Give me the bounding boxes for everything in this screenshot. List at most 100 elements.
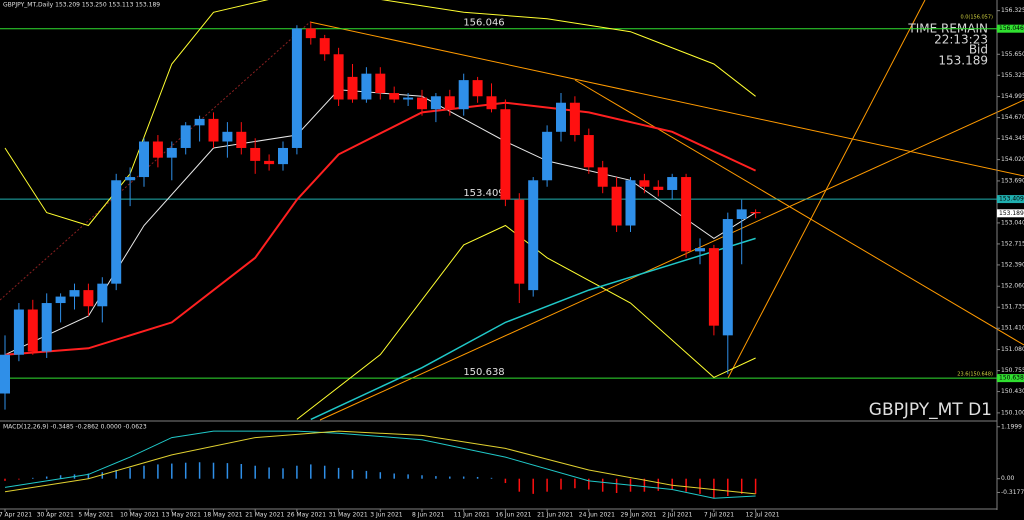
level-price-box xyxy=(997,195,1024,204)
candle-body xyxy=(375,73,386,94)
candle-body xyxy=(97,283,108,307)
x-tick-label: 26 May 2021 xyxy=(287,512,326,519)
candle-body xyxy=(708,248,719,326)
candle-body xyxy=(13,309,24,355)
candle-body xyxy=(556,102,566,132)
candle-body xyxy=(667,177,678,190)
level-price-label: 153.409 xyxy=(999,196,1024,203)
trend-line xyxy=(574,79,1024,346)
candle-body xyxy=(750,212,761,214)
x-tick-label: 27 Apr 2021 xyxy=(0,512,32,519)
indicator-line xyxy=(4,101,757,356)
candle-body xyxy=(111,180,122,284)
candle-body xyxy=(69,290,80,297)
y-tick-label: 153.690 xyxy=(1001,177,1024,184)
x-tick-label: 3 Jun 2021 xyxy=(370,512,402,519)
bid-price: 153.189 xyxy=(938,54,988,68)
candle-body xyxy=(41,303,52,352)
candle-body xyxy=(542,131,553,181)
y-tick-label: 150.100 xyxy=(1001,409,1024,416)
candle-body xyxy=(569,102,580,136)
y-tick-label: 152.060 xyxy=(1001,283,1024,290)
x-tick-label: 8 Jun 2021 xyxy=(412,512,444,519)
candle-body xyxy=(83,290,94,307)
candle-body xyxy=(361,73,372,100)
candle-body xyxy=(472,80,483,97)
bid-label: Bid xyxy=(969,43,988,57)
x-tick-label: 2 Jul 2021 xyxy=(662,512,692,519)
y-tick-label: 155.650 xyxy=(1001,51,1024,58)
x-tick-label: 5 May 2021 xyxy=(78,512,113,519)
trend-line xyxy=(309,21,1024,177)
candle-body xyxy=(583,135,594,168)
x-tick-label: 31 May 2021 xyxy=(329,512,368,519)
x-tick-label: 16 Jun 2021 xyxy=(495,512,531,519)
level-label: 150.638 xyxy=(463,367,504,378)
y-tick-label: 151.735 xyxy=(1001,304,1024,311)
level-price-label: 150.638 xyxy=(999,375,1024,382)
bid-price-box xyxy=(997,209,1024,218)
y-tick-label: 156.325 xyxy=(1001,7,1024,14)
candle-body xyxy=(695,248,705,252)
candle-body xyxy=(139,141,149,178)
level-price-box xyxy=(997,24,1024,33)
candle-body xyxy=(444,96,455,110)
y-tick-label: 154.670 xyxy=(1001,114,1024,121)
candle-body xyxy=(208,118,219,142)
candle-body xyxy=(250,147,261,161)
level-price-box xyxy=(997,374,1024,383)
y-tick-label: 152.390 xyxy=(1001,261,1024,268)
macd-y-tick-label: 0.00 xyxy=(1001,475,1015,482)
fib-label: 0.0(156.057) xyxy=(960,15,993,21)
y-tick-label: 150.755 xyxy=(1001,367,1024,374)
symbol-watermark: GBPJPY_MT D1 xyxy=(869,400,992,420)
candle-body xyxy=(305,28,316,39)
bid-price-label: 153.189 xyxy=(999,210,1024,217)
y-tick-label: 154.995 xyxy=(1001,93,1024,100)
candle-body xyxy=(625,180,636,226)
candle-body xyxy=(347,76,358,100)
x-tick-label: 30 Apr 2021 xyxy=(37,512,74,519)
y-tick-label: 155.325 xyxy=(1001,72,1024,79)
candle-body xyxy=(291,28,302,148)
indicator-line xyxy=(310,237,756,421)
candle-body xyxy=(653,186,664,190)
y-tick-label: 153.040 xyxy=(1001,219,1024,226)
candle-body xyxy=(222,131,233,142)
macd-label: MACD(12,26,9) -0.3485 -0.2862 0.0000 -0.… xyxy=(3,424,147,431)
candle-body xyxy=(194,118,205,126)
candle-body xyxy=(514,199,525,284)
fib-label: 23.6(150.648) xyxy=(957,372,993,378)
candle-body xyxy=(333,54,344,100)
candle-body xyxy=(403,97,414,100)
y-tick-label: 151.410 xyxy=(1001,325,1024,332)
candle-body xyxy=(152,141,163,158)
candle-body xyxy=(597,167,608,187)
x-tick-label: 21 Jun 2021 xyxy=(537,512,573,519)
x-tick-label: 21 May 2021 xyxy=(245,512,284,519)
x-tick-label: 7 Jul 2021 xyxy=(704,512,734,519)
candle-body xyxy=(180,125,191,148)
y-tick-label: 150.430 xyxy=(1001,388,1024,395)
level-label: 156.046 xyxy=(463,18,504,29)
indicator-line xyxy=(296,224,756,420)
trend-line xyxy=(727,0,926,379)
candle-body xyxy=(430,96,441,110)
candle-body xyxy=(417,97,427,110)
time-remain: 22:13:23 xyxy=(934,33,988,47)
macd-line xyxy=(4,430,756,495)
candle-body xyxy=(639,180,650,187)
candle-body xyxy=(389,93,400,100)
x-tick-label: 29 Jun 2021 xyxy=(621,512,657,519)
candle-body xyxy=(681,177,692,252)
trend-line xyxy=(319,99,1024,421)
chart-header: GBPJPY_MT,Daily 153.209 153.250 153.113 … xyxy=(3,2,160,9)
candle-body xyxy=(611,186,622,226)
candle-body xyxy=(166,147,177,158)
trend-lines xyxy=(0,0,1024,421)
y-tick-label: 154.020 xyxy=(1001,156,1024,163)
y-tick-label: 152.715 xyxy=(1001,240,1024,247)
candle-body xyxy=(278,147,288,165)
